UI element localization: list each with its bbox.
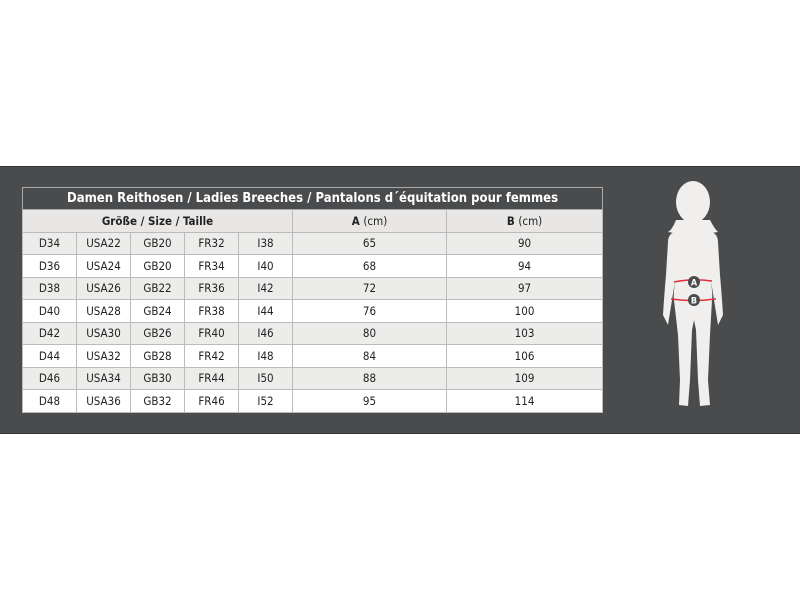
table-cell: GB30 xyxy=(130,366,185,390)
table-cell: 88 xyxy=(292,366,447,390)
table-cell: GB20 xyxy=(130,231,185,255)
table-cell: GB20 xyxy=(130,254,185,278)
table-cell: 100 xyxy=(445,299,604,323)
table-cell: 103 xyxy=(445,321,604,345)
size-table: Damen Reithosen / Ladies Breeches / Pant… xyxy=(21,187,604,413)
table-cell: FR46 xyxy=(184,389,239,413)
table-cell: I42 xyxy=(238,276,293,300)
table-cell: 97 xyxy=(445,276,604,300)
table-cell: D38 xyxy=(22,276,77,300)
table-cell: 94 xyxy=(445,254,604,278)
marker-a-label: A xyxy=(691,279,698,289)
table-cell: FR44 xyxy=(184,366,239,390)
table-cell: D34 xyxy=(22,231,77,255)
table-cell: FR36 xyxy=(184,276,239,300)
table-cell: I52 xyxy=(238,389,293,413)
table-cell: I48 xyxy=(238,344,293,368)
table-cell: FR42 xyxy=(184,344,239,368)
table-cell: GB28 xyxy=(130,344,185,368)
table-row: D38 USA26 GB22 FR36 I42 72 97 xyxy=(22,276,604,300)
table-row: D48 USA36 GB32 FR46 I52 95 114 xyxy=(22,389,604,413)
table-row: D42 USA30 GB26 FR40 I46 80 103 xyxy=(22,321,604,345)
table-cell: FR34 xyxy=(184,254,239,278)
table-cell: USA28 xyxy=(76,299,131,323)
table-cell: D36 xyxy=(22,254,77,278)
table-cell: 114 xyxy=(445,389,604,413)
table-cell: D48 xyxy=(22,389,77,413)
table-row: D34 USA22 GB20 FR32 I38 65 90 xyxy=(22,231,604,255)
table-cell: 76 xyxy=(292,299,447,323)
table-cell: FR38 xyxy=(184,299,239,323)
table-cell: GB24 xyxy=(130,299,185,323)
table-cell: USA34 xyxy=(76,366,131,390)
table-cell: GB22 xyxy=(130,276,185,300)
table-row: D44 USA32 GB28 FR42 I48 84 106 xyxy=(22,344,604,368)
marker-b xyxy=(688,294,700,306)
table-cell: 65 xyxy=(292,231,447,255)
table-cell: USA22 xyxy=(76,231,131,255)
table-cell: I38 xyxy=(238,231,293,255)
table-title: Damen Reithosen / Ladies Breeches / Pant… xyxy=(21,187,604,210)
table-cell: USA30 xyxy=(76,321,131,345)
table-cell: D40 xyxy=(22,299,77,323)
table-cell: USA26 xyxy=(76,276,131,300)
table-cell: 68 xyxy=(292,254,447,278)
table-cell: I50 xyxy=(238,366,293,390)
table-cell: D44 xyxy=(22,344,77,368)
table-row: D40 USA28 GB24 FR38 I44 76 100 xyxy=(22,299,604,323)
table-cell: I44 xyxy=(238,299,293,323)
table-cell: 80 xyxy=(292,321,447,345)
table-cell: GB26 xyxy=(130,321,185,345)
table-cell: I46 xyxy=(238,321,293,345)
table-cell: 90 xyxy=(445,231,604,255)
table-cell: 72 xyxy=(292,276,447,300)
table-cell: D46 xyxy=(22,366,77,390)
table-cell: USA36 xyxy=(76,389,131,413)
table-cell: USA24 xyxy=(76,254,131,278)
table-cell: FR32 xyxy=(184,231,239,255)
table-cell: FR40 xyxy=(184,321,239,345)
marker-a xyxy=(688,276,700,288)
marker-b-label: B xyxy=(691,297,697,307)
table-cell: 95 xyxy=(292,389,447,413)
table-cell: GB32 xyxy=(130,389,185,413)
table-cell: D42 xyxy=(22,321,77,345)
size-header: Größe / Size / Taille xyxy=(22,209,293,233)
table-cell: 109 xyxy=(445,366,604,390)
table-row: D36 USA24 GB20 FR34 I40 68 94 xyxy=(22,254,604,278)
body-figure: A B xyxy=(663,181,723,406)
b-header: B (cm) xyxy=(445,209,604,233)
table-cell: USA32 xyxy=(76,344,131,368)
table-cell: 106 xyxy=(445,344,604,368)
a-header: A (cm) xyxy=(292,209,447,233)
table-cell: 84 xyxy=(292,344,447,368)
table-cell: I40 xyxy=(238,254,293,278)
table-row: D46 USA34 GB30 FR44 I50 88 109 xyxy=(22,366,604,390)
